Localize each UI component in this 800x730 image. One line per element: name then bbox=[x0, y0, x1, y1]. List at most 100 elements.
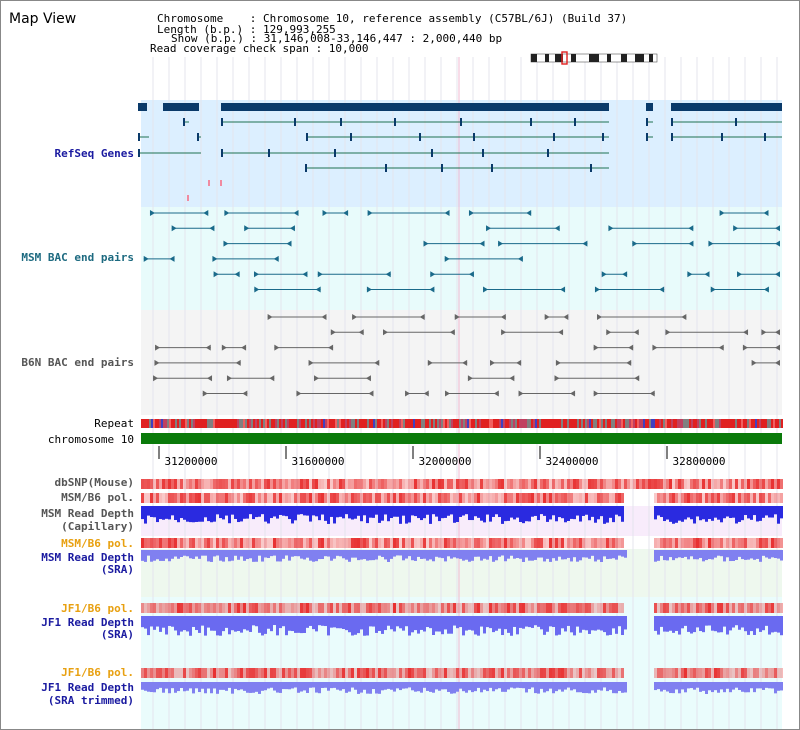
jf1-depth-sra-bar bbox=[600, 616, 603, 631]
jf1-depth-sra-bar bbox=[519, 616, 522, 628]
jf1-pol-bar bbox=[525, 603, 528, 613]
msm-pol-bar bbox=[534, 493, 537, 503]
track-label-msm-bac[interactable]: MSM BAC end pairs bbox=[21, 251, 134, 264]
msm-pol-bar-2 bbox=[612, 538, 615, 548]
view-title: Map View bbox=[9, 11, 77, 27]
track-label-msm-depth-cap[interactable]: MSM Read Depth bbox=[41, 507, 134, 520]
msm-pol-bar bbox=[141, 493, 144, 503]
jf1-depth-trim-bar bbox=[399, 682, 402, 691]
jf1-pol-bar bbox=[612, 603, 615, 613]
msm-pol-bar bbox=[597, 493, 600, 503]
msm-depth-cap-bar bbox=[705, 506, 708, 522]
track-label-msm-b6-pol[interactable]: MSM/B6 pol. bbox=[61, 491, 134, 504]
jf1-pol-bar-2 bbox=[288, 668, 291, 678]
track-label-msm-b6-pol-2[interactable]: MSM/B6 pol. bbox=[61, 537, 134, 550]
msm-pol-bar bbox=[705, 493, 708, 503]
jf1-depth-sra-bar bbox=[756, 616, 759, 629]
jf1-depth-trim-bar bbox=[198, 682, 201, 693]
msm-pol-bar-2 bbox=[342, 538, 345, 548]
jf1-depth-sra-bar bbox=[609, 616, 612, 635]
msm-pol-bar-2 bbox=[729, 538, 732, 548]
jf1-depth-trim-bar bbox=[705, 682, 708, 694]
msm-pol-bar-2 bbox=[339, 538, 342, 548]
msm-depth-cap-bar bbox=[492, 506, 495, 517]
msm-depth-cap-bar bbox=[591, 506, 594, 517]
msm-pol-bar-2 bbox=[255, 538, 258, 548]
msm-pol-bar bbox=[429, 493, 432, 503]
gene-exon bbox=[491, 164, 493, 172]
jf1-depth-sra-bar bbox=[699, 616, 702, 632]
jf1-depth-trim-bar bbox=[384, 682, 387, 690]
jf1-pol-bar bbox=[198, 603, 201, 613]
track-label-jf1-b6-pol-2[interactable]: JF1/B6 pol. bbox=[61, 666, 134, 679]
jf1-pol-bar bbox=[762, 603, 765, 613]
b6n-bac-pair-end bbox=[328, 344, 334, 351]
track-label-jf1-depth-trim[interactable]: JF1 Read Depth bbox=[41, 681, 134, 694]
track-label-refseq[interactable]: RefSeq Genes bbox=[54, 147, 134, 160]
msm-pol-bar bbox=[267, 493, 270, 503]
track-label-msm-depth-sra[interactable]: MSM Read Depth bbox=[41, 551, 134, 564]
jf1-depth-trim-bar bbox=[753, 682, 756, 693]
repeat-block bbox=[443, 419, 445, 428]
msm-pol-bar bbox=[423, 493, 426, 503]
msm-depth-cap-bar bbox=[444, 506, 447, 518]
msm-bac-pair-end bbox=[608, 225, 614, 232]
jf1-depth-sra-bar bbox=[777, 616, 780, 633]
jf1-depth-trim-bar bbox=[141, 682, 144, 690]
repeat-block bbox=[619, 419, 621, 428]
repeat-block bbox=[761, 419, 763, 428]
jf1-depth-trim-bar bbox=[477, 682, 480, 688]
b6n-bac-pair-end bbox=[628, 344, 634, 351]
jf1-pol-bar-2 bbox=[414, 668, 417, 678]
repeat-block bbox=[681, 419, 683, 428]
jf1-depth-sra-bar bbox=[567, 616, 570, 626]
msm-pol-bar bbox=[453, 493, 456, 503]
msm-bac-pair-end bbox=[632, 240, 638, 247]
jf1-depth-sra-bar bbox=[543, 616, 546, 635]
msm-depth-sra-bar bbox=[267, 550, 270, 559]
msm-depth-sra-bar bbox=[459, 550, 462, 559]
dbsnp-bar bbox=[735, 479, 738, 489]
dbsnp-bar bbox=[594, 479, 597, 489]
repeat-block bbox=[217, 419, 219, 428]
msm-pol-bar-2 bbox=[522, 538, 525, 548]
jf1-depth-trim-bar bbox=[414, 682, 417, 692]
repeat-block bbox=[535, 419, 537, 428]
jf1-depth-trim-bar bbox=[180, 682, 183, 688]
msm-pol-bar bbox=[516, 493, 519, 503]
jf1-depth-sra-bar bbox=[582, 616, 585, 630]
jf1-pol-bar-2 bbox=[459, 668, 462, 678]
track-label-jf1-depth-sra[interactable]: JF1 Read Depth bbox=[41, 616, 134, 629]
track-label-dbsnp[interactable]: dbSNP(Mouse) bbox=[54, 476, 134, 489]
jf1-pol-bar-2 bbox=[699, 668, 702, 678]
msm-depth-cap-bar bbox=[504, 506, 507, 522]
repeat-block bbox=[709, 419, 711, 428]
repeat-block bbox=[371, 419, 373, 428]
msm-depth-cap-bar bbox=[660, 506, 663, 518]
msm-depth-sra-bar bbox=[282, 550, 285, 559]
msm-pol-bar-2 bbox=[228, 538, 231, 548]
jf1-pol-bar bbox=[774, 603, 777, 613]
repeat-block bbox=[205, 419, 207, 428]
repeat-block bbox=[409, 419, 411, 428]
repeat-block bbox=[201, 419, 203, 428]
dbsnp-bar bbox=[666, 479, 669, 489]
msm-depth-sra-bar bbox=[567, 550, 570, 558]
track-label-b6n-bac[interactable]: B6N BAC end pairs bbox=[21, 356, 134, 369]
jf1-pol-bar-2 bbox=[570, 668, 573, 678]
repeat-block bbox=[543, 419, 545, 428]
jf1-pol-bar bbox=[576, 603, 579, 613]
msm-depth-sra-bar bbox=[504, 550, 507, 562]
msm-depth-cap-bar bbox=[609, 506, 612, 518]
dbsnp-bar bbox=[543, 479, 546, 489]
track-label-repeat[interactable]: Repeat bbox=[94, 417, 134, 430]
msm-pol-bar bbox=[474, 493, 477, 503]
jf1-depth-sra-bar bbox=[552, 616, 555, 628]
jf1-pol-bar bbox=[732, 603, 735, 613]
msm-pol-bar bbox=[717, 493, 720, 503]
repeat-block bbox=[739, 419, 741, 428]
repeat-block bbox=[339, 419, 341, 428]
track-label-jf1-b6-pol[interactable]: JF1/B6 pol. bbox=[61, 602, 134, 615]
repeat-block bbox=[433, 419, 435, 428]
jf1-depth-trim-bar bbox=[615, 682, 618, 694]
